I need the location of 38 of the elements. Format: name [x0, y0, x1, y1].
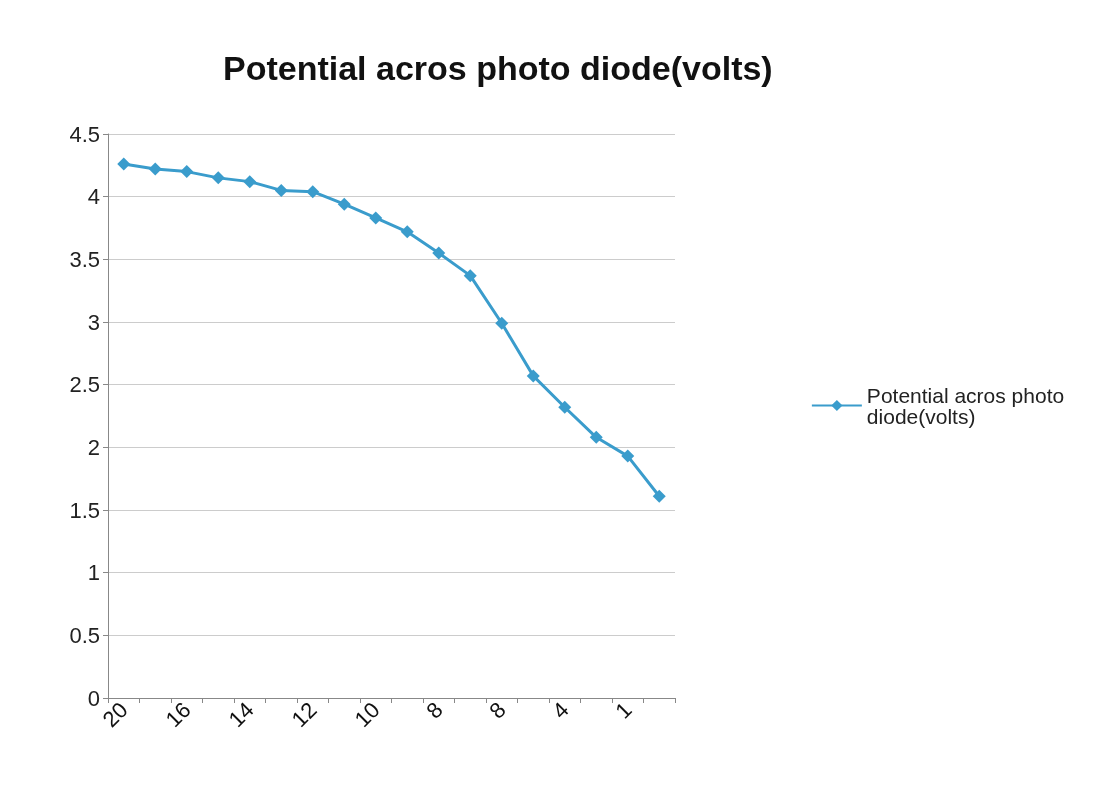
y-tick-label: 2.5: [69, 372, 100, 398]
point: [369, 211, 383, 225]
point: [526, 369, 540, 383]
y-tick-label: 1: [87, 560, 100, 586]
point: [243, 175, 257, 189]
point: [463, 269, 477, 283]
y-tick-label: 4.5: [69, 121, 100, 147]
point: [652, 489, 666, 503]
y-tick-label: 3: [87, 309, 100, 335]
point: [211, 171, 225, 185]
y-tick-label: 1.5: [69, 497, 100, 523]
legend-label: Potential acros photo diode(volts): [866, 383, 1071, 428]
x-tick-label: 12: [286, 697, 322, 733]
chart-title: Potential acros photo diode(volts): [223, 49, 773, 87]
point: [432, 246, 446, 260]
point: [400, 225, 414, 239]
point: [621, 449, 635, 463]
x-tick-label: 4: [547, 697, 574, 724]
y-tick-label: 4: [87, 184, 100, 210]
y-tick-label: 0: [87, 685, 100, 711]
point: [337, 197, 351, 211]
point: [495, 316, 509, 330]
point: [117, 157, 131, 171]
x-tick-label: 1: [610, 697, 637, 724]
y-tick-label: 2: [87, 434, 100, 460]
point: [180, 165, 194, 179]
y-tick-label: 3.5: [69, 246, 100, 272]
x-tick-label: 8: [421, 697, 448, 724]
x-tick-label: 8: [484, 697, 511, 724]
x-tick-label: 14: [223, 697, 259, 733]
y-tick-label: 0.5: [69, 622, 100, 648]
point: [148, 162, 162, 176]
point: [558, 400, 572, 414]
point: [274, 183, 288, 197]
x-tick-label: 10: [349, 697, 385, 733]
x-tick-label: 16: [160, 697, 196, 733]
point: [306, 185, 320, 199]
point: [589, 430, 603, 444]
